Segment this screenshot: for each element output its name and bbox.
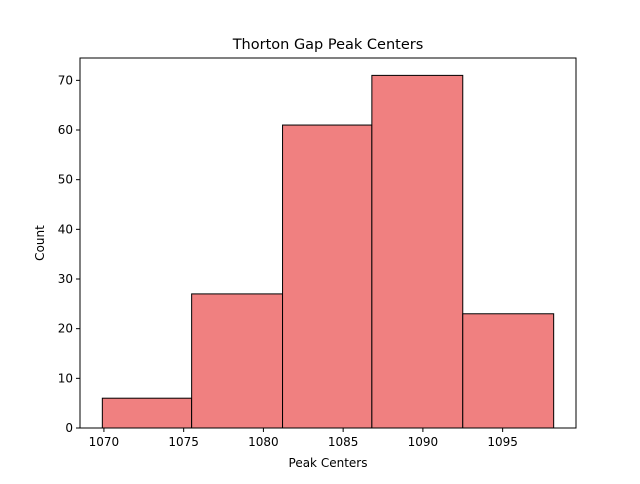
x-tick-label: 1080 <box>248 435 279 449</box>
x-axis-label: Peak Centers <box>289 456 368 470</box>
y-tick-label: 50 <box>58 173 73 187</box>
chart-title: Thorton Gap Peak Centers <box>232 37 424 53</box>
y-tick-label: 60 <box>58 123 73 137</box>
histogram-bar-1 <box>101 397 193 429</box>
histogram-bar-2 <box>191 293 284 429</box>
histogram-bar-5 <box>462 313 555 429</box>
bars-layer <box>101 74 555 429</box>
x-tick-label: 1070 <box>89 435 120 449</box>
y-tick-label: 20 <box>58 322 73 336</box>
histogram-bar-3 <box>282 124 373 429</box>
y-tick-label: 10 <box>58 371 73 385</box>
y-tick-label: 30 <box>58 272 73 286</box>
y-tick-label: 40 <box>58 222 73 236</box>
x-tick-label: 1085 <box>328 435 359 449</box>
y-axis-ticks: 0 10 20 30 40 50 60 70 <box>58 73 80 435</box>
histogram-bar-4 <box>371 74 464 429</box>
y-tick-label: 0 <box>65 421 73 435</box>
x-tick-label: 1095 <box>487 435 518 449</box>
plot-frame <box>79 57 577 429</box>
x-tick-label: 1090 <box>408 435 439 449</box>
x-axis-ticks: 1070 1075 1080 1085 1090 1095 <box>89 428 518 449</box>
x-tick-label: 1075 <box>168 435 199 449</box>
y-axis-label: Count <box>33 225 47 261</box>
y-tick-label: 70 <box>58 73 73 87</box>
